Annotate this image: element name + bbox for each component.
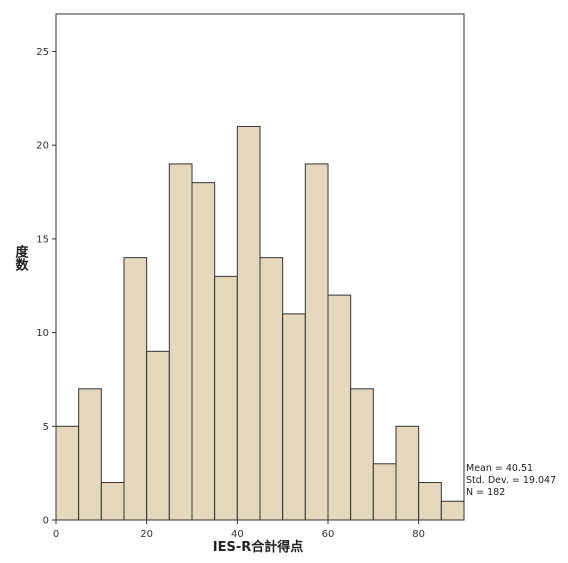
histogram-bar	[440, 500, 465, 521]
histogram-bar	[304, 163, 329, 521]
y-tick-label: 25	[36, 47, 49, 58]
histogram-bar	[214, 275, 238, 521]
histogram-bar	[100, 482, 125, 521]
x-tick-label: 40	[231, 529, 244, 540]
histogram-bar	[78, 388, 102, 521]
histogram-bar	[372, 463, 397, 521]
y-tick-label: 5	[43, 422, 49, 433]
stats-mean: Mean = 40.51	[466, 463, 533, 474]
histogram-bar	[168, 163, 193, 521]
y-tick-label: 10	[36, 328, 49, 339]
x-tick-label: 20	[140, 529, 153, 540]
histogram-bar	[282, 313, 306, 521]
histogram-bar	[55, 425, 80, 521]
stats-std-dev: Std. Dev. = 19.047	[466, 475, 556, 486]
bars-group	[55, 125, 465, 521]
histogram-bar	[395, 425, 420, 521]
histogram-bar	[236, 125, 261, 521]
histogram-bar	[146, 350, 170, 521]
histogram-bar	[350, 388, 374, 521]
y-tick-label: 20	[36, 141, 49, 152]
y-tick-label: 15	[36, 234, 49, 245]
histogram-bar	[259, 257, 284, 521]
histogram-bar	[191, 182, 216, 521]
x-tick-label: 0	[53, 529, 59, 540]
y-axis-title: 度数	[13, 244, 29, 272]
y-axis: 0 5 10 15 20 25	[36, 47, 56, 527]
x-axis: 0 20 40 60 80	[53, 520, 425, 540]
histogram-bar	[327, 294, 352, 521]
x-tick-label: 60	[322, 529, 335, 540]
histogram-bar	[418, 482, 442, 521]
y-tick-label: 0	[43, 516, 49, 527]
x-tick-label: 80	[412, 529, 425, 540]
histogram-bar	[123, 257, 148, 521]
stats-n: N = 182	[466, 487, 505, 498]
x-axis-title: IES-R合計得点	[213, 539, 304, 555]
